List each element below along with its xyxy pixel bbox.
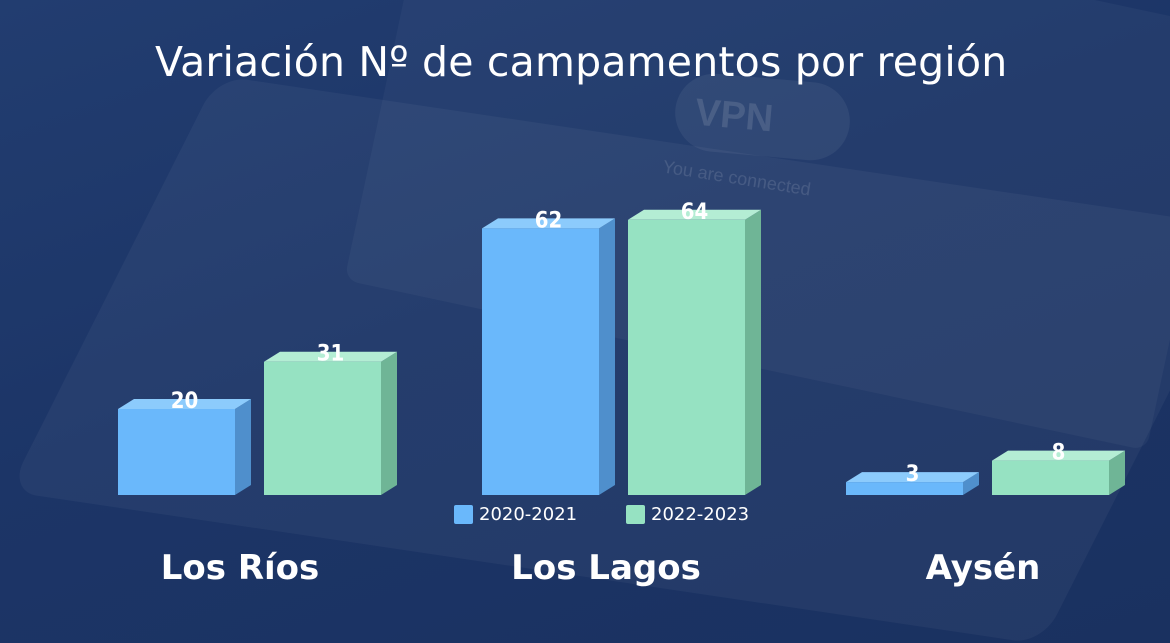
bar-top-2020-2021-2 xyxy=(846,472,979,483)
data-label-2020-2021-2: 3 xyxy=(906,462,920,487)
bar-group-2020-2021-0: 20 xyxy=(118,389,251,495)
data-label-2020-2021-1: 62 xyxy=(535,208,563,233)
legend-swatch-2020-2021 xyxy=(454,505,473,524)
bar-group-2020-2021-1: 62 xyxy=(482,208,615,495)
legend-item-2020-2021: 2020-2021 xyxy=(454,504,577,525)
bar-2020-2021-0 xyxy=(118,409,235,495)
bar-2022-2023-1 xyxy=(628,219,745,496)
bar-side-2020-2021-1 xyxy=(599,218,615,495)
legend-label-2022-2023: 2022-2023 xyxy=(651,504,750,525)
bar-group-2022-2023-2: 8 xyxy=(992,441,1125,495)
bar-2020-2021-1 xyxy=(482,228,599,495)
bar-side-2022-2023-2 xyxy=(1109,450,1125,495)
bar-2022-2023-2 xyxy=(992,460,1109,495)
legend-item-2022-2023: 2022-2023 xyxy=(626,504,749,525)
bar-top-2022-2023-1 xyxy=(628,209,761,220)
bar-top-2022-2023-0 xyxy=(264,351,397,362)
bar-2020-2021-2 xyxy=(846,482,963,495)
data-label-2020-2021-0: 20 xyxy=(171,389,199,414)
category-label-aysen: Aysén xyxy=(925,548,1041,588)
bar-top-2020-2021-0 xyxy=(118,399,251,409)
category-label-los-rios: Los Ríos xyxy=(160,548,320,588)
legend-swatch-2022-2023 xyxy=(626,505,645,524)
bar-side-2020-2021-0 xyxy=(235,399,251,495)
category-label-los-lagos: Los Lagos xyxy=(511,548,701,588)
bar-top-2022-2023-2 xyxy=(992,450,1125,461)
bar-group-2020-2021-2: 3 xyxy=(846,462,979,495)
data-label-2022-2023-2: 8 xyxy=(1052,441,1066,466)
legend-label-2020-2021: 2020-2021 xyxy=(479,504,578,525)
bar-side-2022-2023-1 xyxy=(745,209,761,496)
bar-side-2022-2023-0 xyxy=(381,351,397,495)
data-label-2022-2023-0: 31 xyxy=(317,342,345,367)
bar-side-2020-2021-2 xyxy=(963,472,979,495)
bar-group-2022-2023-0: 31 xyxy=(264,342,397,495)
bar-top-2020-2021-1 xyxy=(482,218,615,229)
chart-title: Variación Nº de campamentos por región xyxy=(155,38,1008,86)
bar-2022-2023-0 xyxy=(264,361,381,495)
bar-group-2022-2023-1: 64 xyxy=(628,200,761,496)
data-label-2022-2023-1: 64 xyxy=(681,200,709,225)
